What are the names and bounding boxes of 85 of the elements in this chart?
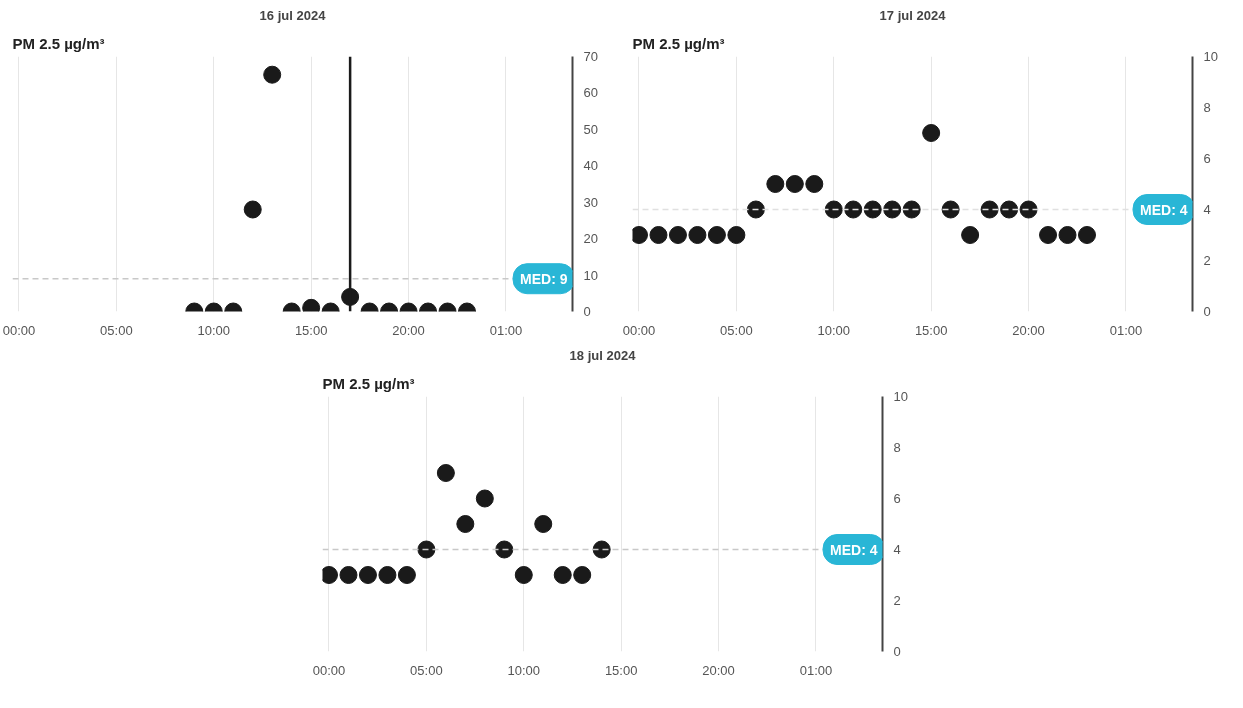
point: [766, 175, 785, 193]
point: [844, 200, 863, 219]
y-tick-label: 10: [583, 267, 598, 283]
ref-line-label: MED: 4: [1140, 201, 1188, 218]
x-tick-label: 00:00: [622, 322, 656, 338]
chart-title: 16 jul 2024: [259, 7, 327, 23]
x-tick-label: 01:00: [489, 322, 523, 338]
x-tick-label: 15:00: [604, 662, 638, 678]
y-tick-label: 10: [893, 389, 908, 404]
x-tick-label: 15:00: [914, 322, 948, 338]
point: [436, 464, 455, 482]
point: [592, 540, 611, 559]
point: [573, 566, 592, 584]
y-tick-label: 20: [583, 231, 598, 247]
chart-title: 17 jul 2024: [879, 7, 947, 23]
x-tick-label: 00:00: [312, 662, 346, 678]
point: [785, 175, 804, 193]
point: [1058, 226, 1077, 244]
point: [902, 200, 921, 219]
y-tick-label: 4: [1203, 202, 1211, 217]
point: [378, 566, 397, 584]
point: [805, 175, 824, 193]
point: [746, 200, 765, 219]
y-tick-label: 70: [583, 49, 598, 64]
point: [495, 540, 514, 559]
point: [1039, 226, 1058, 244]
point: [980, 200, 999, 219]
point: [922, 124, 941, 142]
point: [553, 566, 572, 584]
y-tick-label: 6: [1203, 151, 1211, 166]
x-tick-label: 10:00: [197, 322, 231, 338]
chart-title: 18 jul 2024: [569, 347, 637, 363]
point: [883, 200, 902, 219]
point: [339, 566, 358, 584]
x-tick-label: 10:00: [817, 322, 851, 338]
x-tick-label: 10:00: [507, 662, 541, 678]
ref-line-label: MED: 4: [830, 541, 878, 558]
x-tick-label: 20:00: [702, 662, 735, 678]
ref-line-label: MED: 9: [520, 270, 568, 287]
x-tick-label: 15:00: [294, 322, 328, 338]
point: [863, 200, 882, 219]
point: [534, 515, 553, 533]
y-tick-label: 6: [893, 491, 901, 506]
point: [397, 566, 416, 584]
point: [358, 566, 377, 584]
x-tick-label: 05:00: [100, 322, 133, 338]
point: [707, 226, 726, 244]
x-tick-label: 00:00: [2, 322, 36, 338]
y-tick-label: 60: [583, 85, 598, 101]
point: [263, 65, 282, 84]
y-tick-label: 8: [893, 440, 901, 455]
y-tick-label: 10: [1203, 49, 1218, 64]
x-tick-label: 20:00: [1012, 322, 1045, 338]
point: [688, 226, 707, 244]
point: [649, 226, 668, 244]
point: [417, 540, 436, 559]
point: [475, 489, 494, 508]
x-tick-label: 05:00: [410, 662, 443, 678]
y-tick-label: 0: [583, 304, 591, 319]
x-tick-label: 05:00: [720, 322, 753, 338]
y-tick-label: 0: [893, 644, 901, 659]
point: [514, 566, 533, 584]
y-axis-title: PM 2.5 µg/m³: [322, 374, 415, 392]
y-tick-label: 2: [893, 593, 901, 608]
point: [941, 200, 960, 219]
y-tick-label: 50: [583, 121, 598, 137]
y-tick-label: 2: [1203, 253, 1211, 268]
point: [961, 226, 980, 244]
x-tick-label: 20:00: [392, 322, 425, 338]
y-tick-label: 4: [893, 542, 901, 557]
y-tick-label: 30: [583, 194, 598, 210]
y-axis-title: PM 2.5 µg/m³: [12, 34, 105, 52]
point: [824, 200, 843, 219]
point: [1000, 200, 1019, 219]
y-tick-label: 0: [1203, 304, 1211, 319]
y-tick-label: 8: [1203, 100, 1211, 115]
x-tick-label: 01:00: [1109, 322, 1143, 338]
point: [668, 226, 687, 244]
point: [456, 515, 475, 533]
y-axis-title: PM 2.5 µg/m³: [632, 34, 725, 52]
x-tick-label: 01:00: [799, 662, 833, 678]
point: [727, 226, 746, 244]
point: [1019, 200, 1038, 219]
point: [1077, 226, 1096, 244]
y-tick-label: 40: [583, 158, 598, 174]
